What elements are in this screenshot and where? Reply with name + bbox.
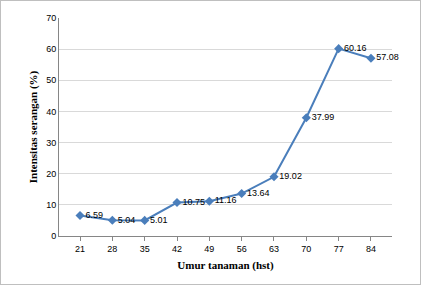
svg-text:63: 63 [269,244,279,254]
svg-text:60: 60 [46,44,56,54]
svg-text:0: 0 [51,231,56,241]
svg-text:35: 35 [140,244,150,254]
svg-text:37.99: 37.99 [312,112,335,122]
svg-text:20: 20 [46,169,56,179]
svg-text:84: 84 [366,244,376,254]
svg-text:6.59: 6.59 [85,210,103,220]
svg-text:5.01: 5.01 [150,215,168,225]
svg-text:13.64: 13.64 [247,188,270,198]
svg-text:11.16: 11.16 [215,195,237,205]
svg-text:50: 50 [46,75,56,85]
svg-text:19.02: 19.02 [279,171,302,181]
svg-text:10: 10 [46,200,56,210]
svg-text:40: 40 [46,107,56,117]
svg-text:Intensitas serangan (%): Intensitas serangan (%) [27,70,40,183]
svg-text:57.08: 57.08 [376,52,399,62]
svg-text:21: 21 [75,244,85,254]
svg-text:70: 70 [46,13,56,23]
svg-text:49: 49 [204,244,214,254]
svg-text:30: 30 [46,138,56,148]
svg-text:77: 77 [334,244,344,254]
svg-text:70: 70 [301,244,311,254]
svg-text:56: 56 [237,244,247,254]
svg-text:42: 42 [172,244,182,254]
svg-text:28: 28 [107,244,117,254]
svg-text:Umur tanaman (hst): Umur tanaman (hst) [177,259,274,272]
svg-text:60.16: 60.16 [344,43,367,53]
svg-text:10.75: 10.75 [182,197,205,207]
svg-text:5.04: 5.04 [118,215,136,225]
